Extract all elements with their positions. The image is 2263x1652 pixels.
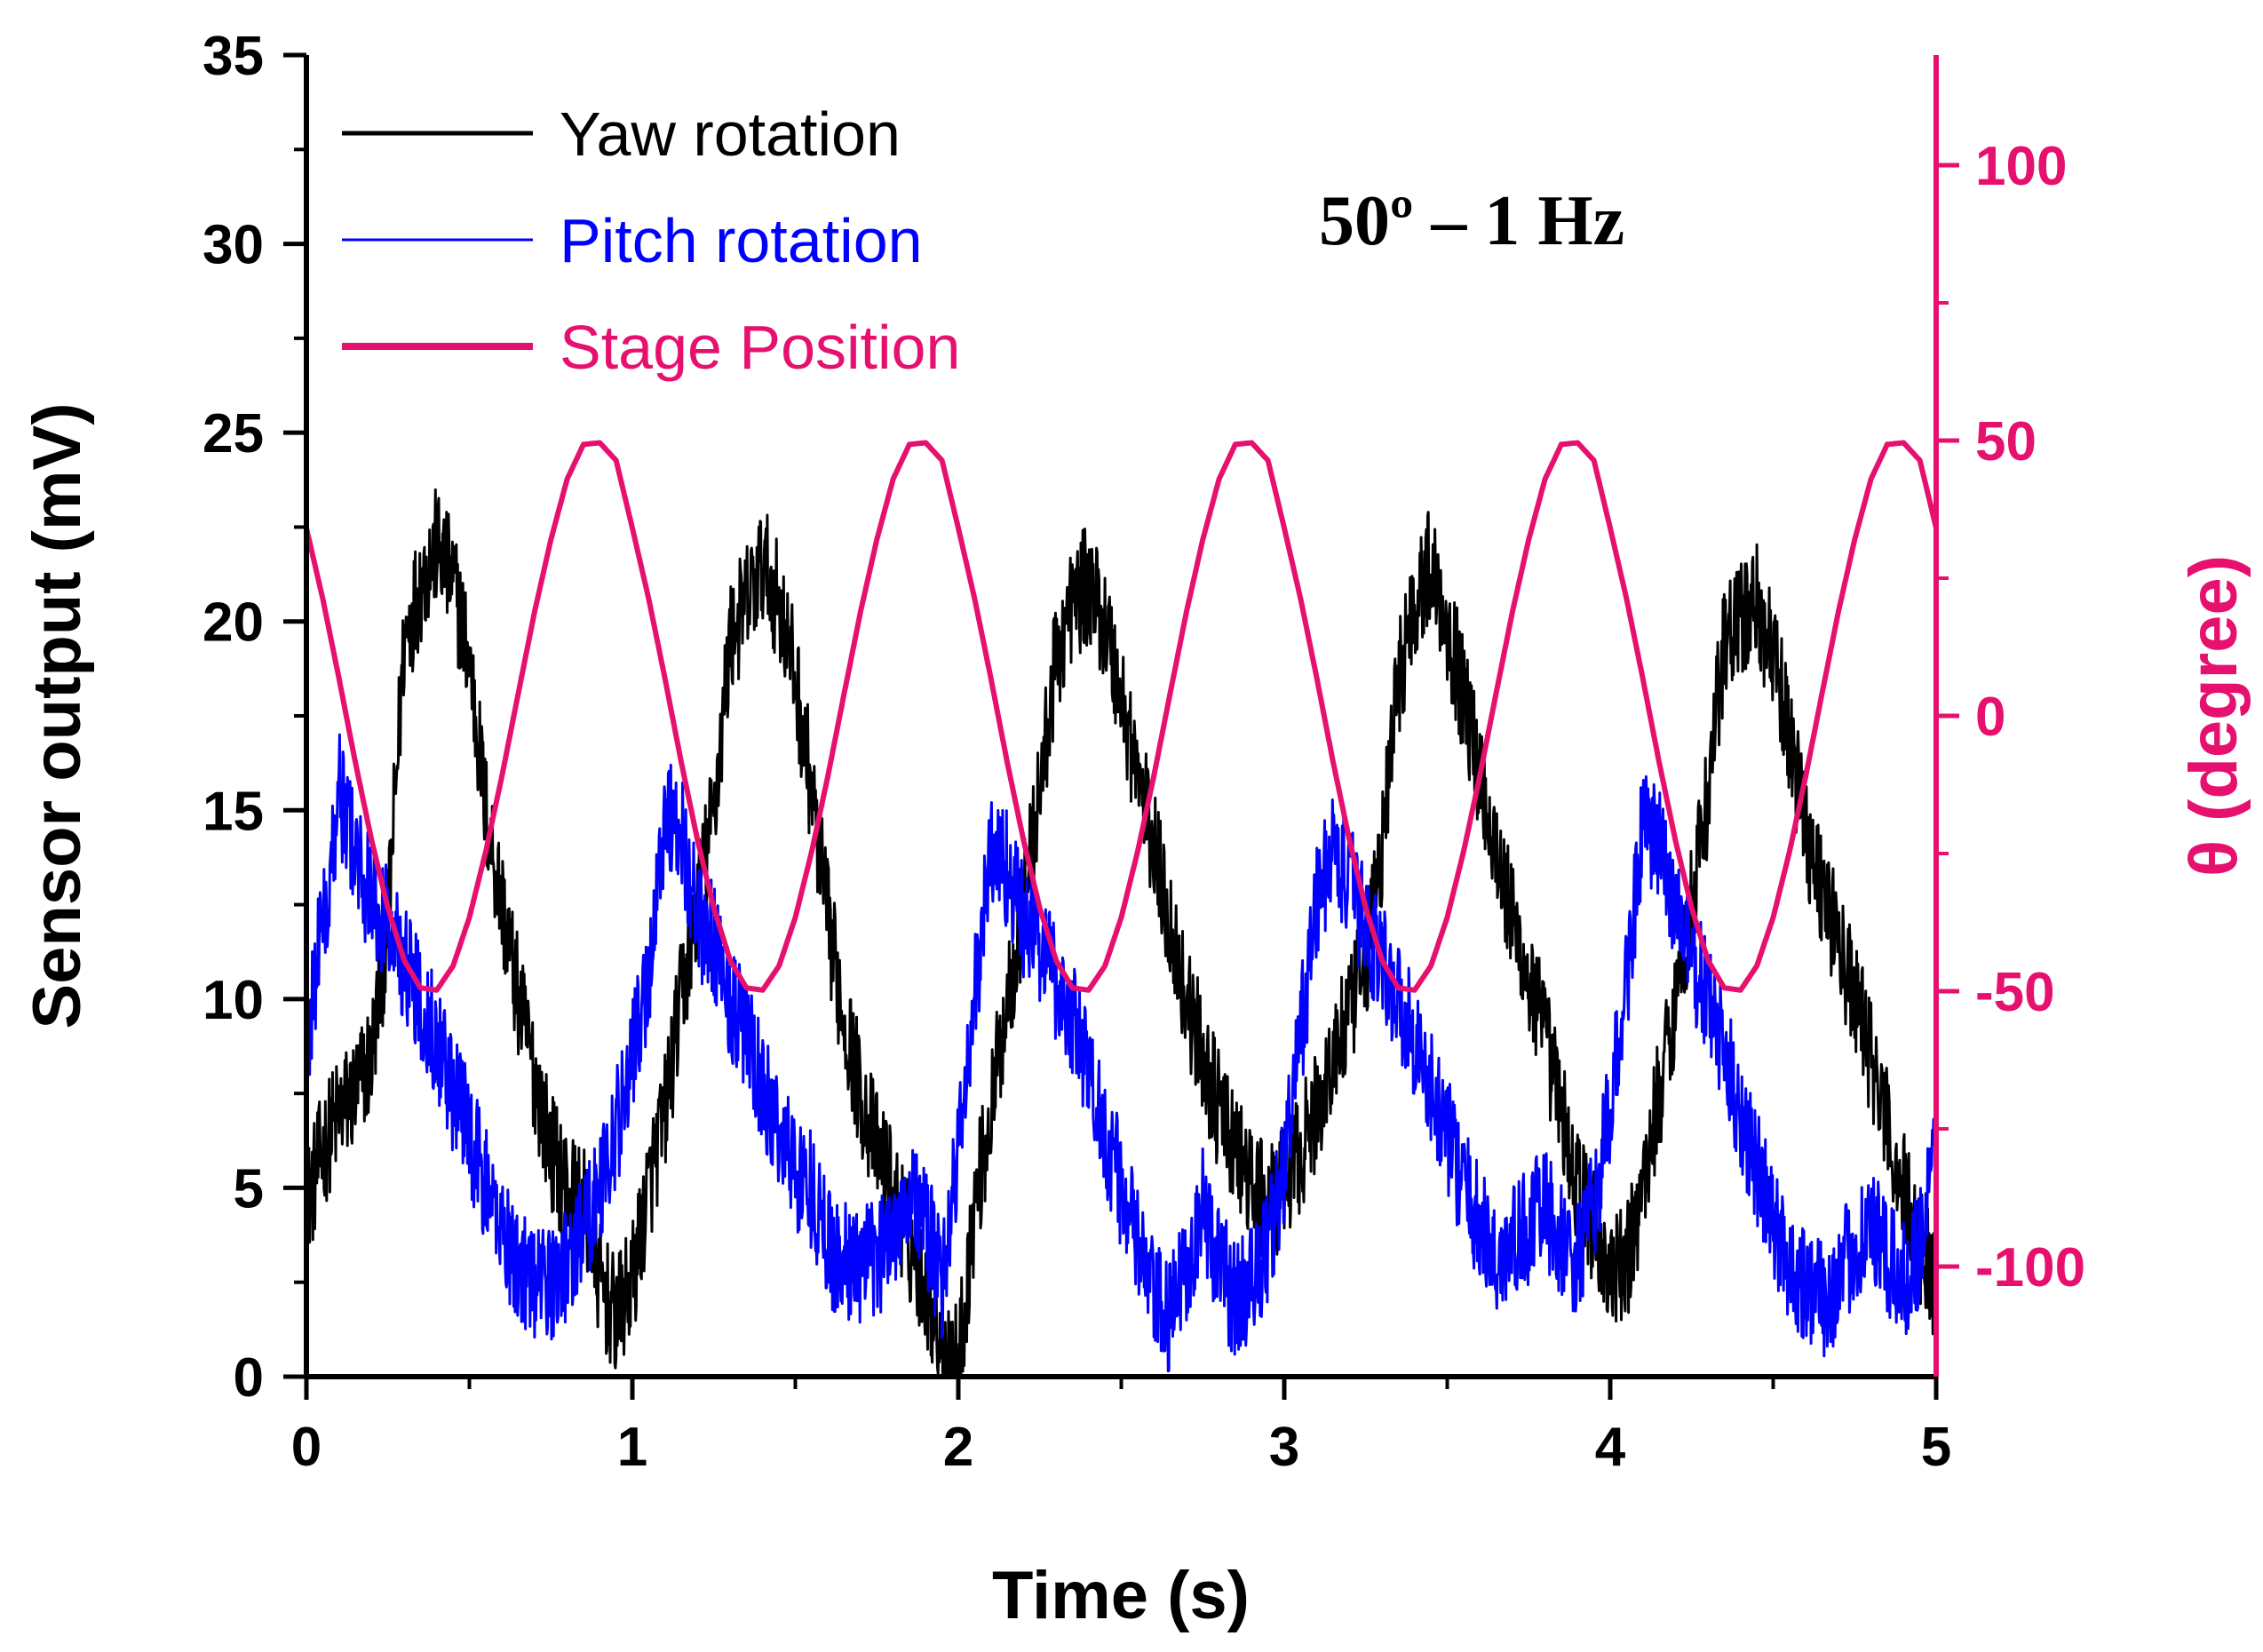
y-tick-label: 5 <box>234 1158 264 1219</box>
y-tick-label: 30 <box>202 215 264 276</box>
legend-label-stage: Stage Position <box>560 313 960 382</box>
y-tick-label: 0 <box>234 1347 264 1409</box>
legend-label-pitch: Pitch rotation <box>560 206 923 275</box>
y2-tick-label: 100 <box>1975 136 2067 197</box>
series-line-pitch <box>305 733 1938 1373</box>
frequency-annotation: 50º – 1 Hz <box>1319 182 1624 260</box>
legend-label-yaw: Yaw rotation <box>560 99 901 169</box>
y-tick-label: 10 <box>202 970 264 1031</box>
y2-tick-label: 50 <box>1975 411 2037 473</box>
x-tick-label: 3 <box>1269 1417 1299 1478</box>
y-axis-title: Sensor output (mV) <box>20 402 95 1029</box>
x-axis-title: Time (s) <box>992 1558 1250 1633</box>
legend: Yaw rotation Pitch rotation Stage Positi… <box>342 99 960 382</box>
y-tick-label: 25 <box>202 403 264 465</box>
y-tick-label: 20 <box>202 592 264 654</box>
series-line-stage <box>304 440 1939 993</box>
x-tick-label: 0 <box>291 1417 322 1478</box>
x-tick-label: 2 <box>943 1417 973 1478</box>
y-tick-label: 15 <box>202 781 264 842</box>
y2-tick-label: 0 <box>1975 687 2005 748</box>
y2-tick-label: -100 <box>1975 1237 2085 1299</box>
x-tick-label: 4 <box>1595 1417 1626 1478</box>
y2-axis-title: θ (degree) <box>2176 555 2251 877</box>
x-tick-label: 1 <box>617 1417 647 1478</box>
ticks-layer <box>283 52 1959 1400</box>
series-layer <box>304 440 1939 1378</box>
y-tick-label: 35 <box>202 26 264 87</box>
x-tick-label: 5 <box>1921 1417 1951 1478</box>
y2-tick-label: -50 <box>1975 962 2055 1023</box>
